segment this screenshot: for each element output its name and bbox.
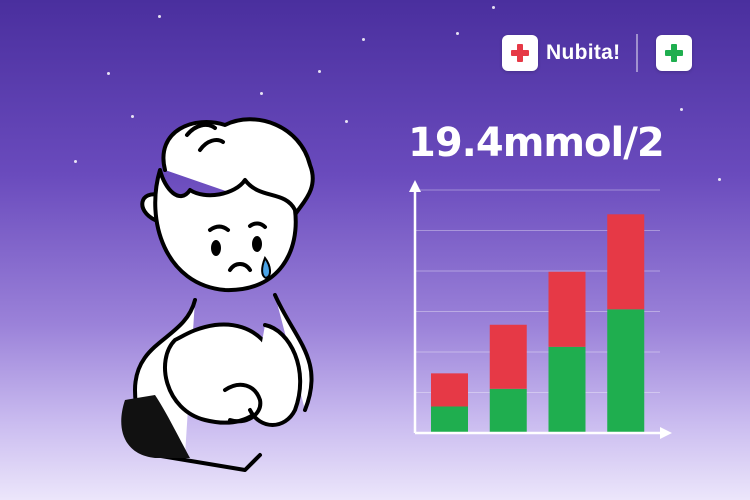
brand-name: Nubita! xyxy=(546,41,621,64)
bar-segment-red-3 xyxy=(548,271,586,347)
chart-bars xyxy=(431,214,645,433)
bar-segment-red-4 xyxy=(607,214,645,310)
chart-axes xyxy=(409,180,672,439)
y-axis-arrow-icon xyxy=(409,180,421,192)
x-axis-arrow-icon xyxy=(660,427,672,439)
green-cross-icon xyxy=(656,35,693,71)
stacked-bar-chart xyxy=(409,180,672,439)
star xyxy=(74,160,77,163)
star xyxy=(107,72,110,75)
star xyxy=(131,115,134,118)
bar-segment-green-4 xyxy=(607,309,645,433)
star xyxy=(492,6,495,9)
bar-segment-green-1 xyxy=(431,406,468,433)
star xyxy=(318,70,321,73)
star xyxy=(158,15,161,18)
star xyxy=(260,92,263,95)
chart-title: 19.4mmol/2 xyxy=(408,120,665,166)
bar-segment-red-1 xyxy=(431,373,468,407)
brand-header: Nubita! xyxy=(502,32,693,74)
bar-segment-green-3 xyxy=(548,346,586,433)
header-divider xyxy=(636,34,639,72)
sad-child-illustration xyxy=(121,117,315,472)
bar-segment-red-2 xyxy=(489,324,527,389)
star xyxy=(680,108,683,111)
star xyxy=(456,32,459,35)
star xyxy=(345,120,348,123)
star xyxy=(718,178,721,181)
star xyxy=(362,38,365,41)
bar-segment-green-2 xyxy=(489,388,527,433)
red-cross-icon xyxy=(502,35,538,71)
